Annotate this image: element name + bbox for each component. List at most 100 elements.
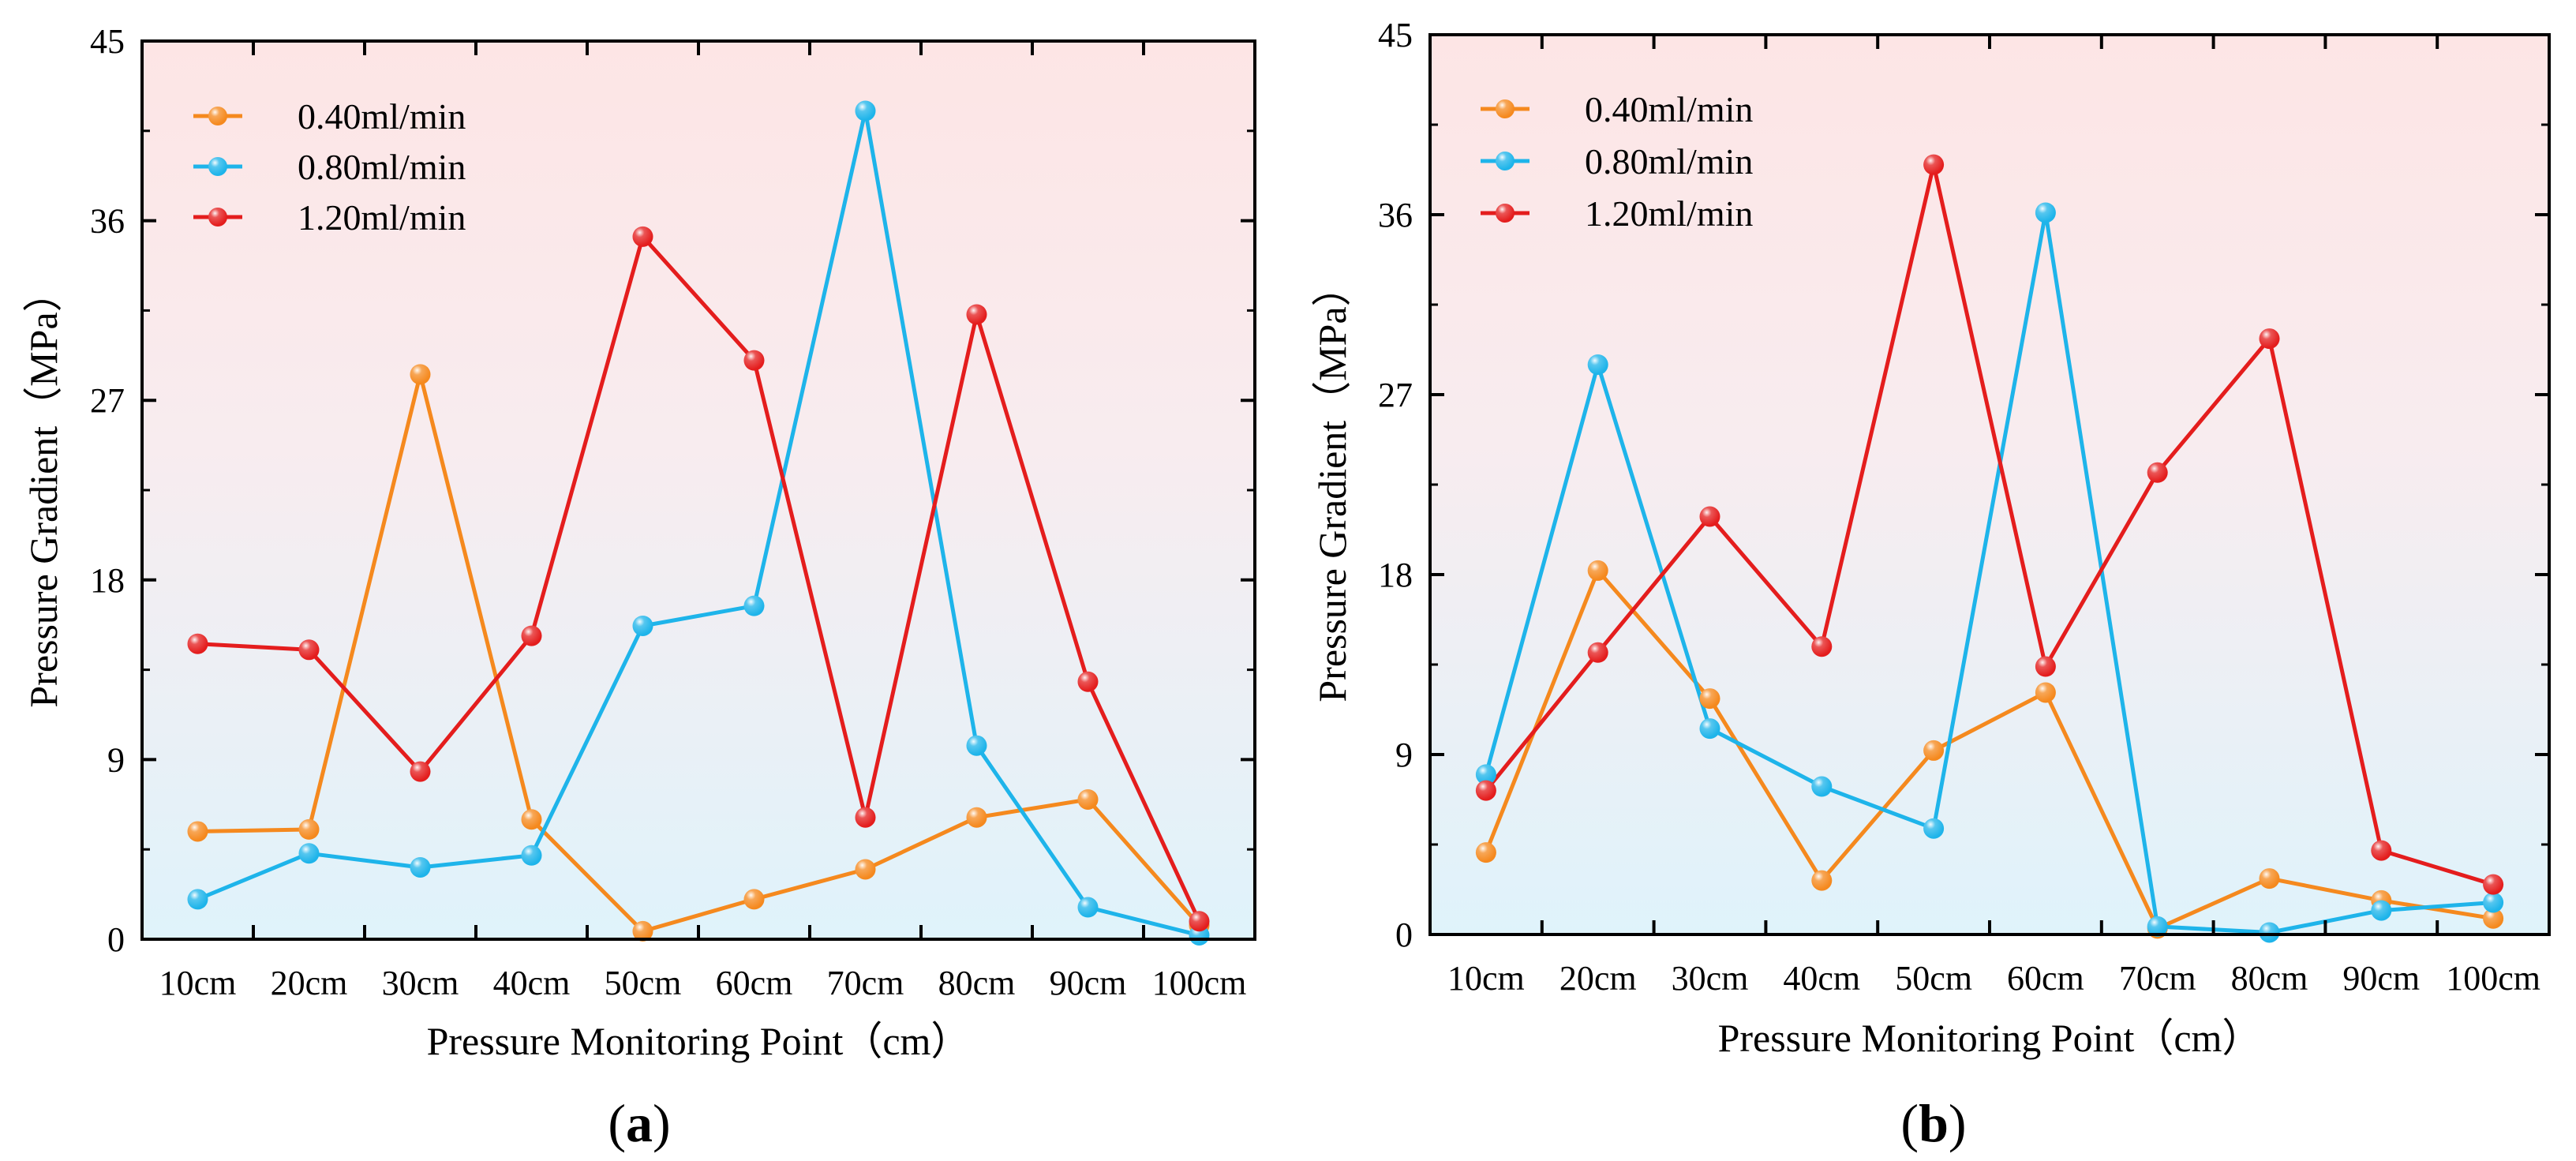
data-point [2483,874,2504,895]
series-line-3 [197,234,1201,923]
legend-label: 0.80ml/min [298,147,466,187]
series-line-2 [197,109,1200,938]
data-point-sheen [2483,892,2504,913]
x-tick-label: 80cm [2231,959,2308,998]
data-point [187,889,208,910]
data-point [1475,780,1496,801]
data-point [1475,842,1496,863]
data-point [2371,900,2392,921]
data-point [1699,688,1720,710]
data-point-sheen [855,807,876,828]
y-tick-label: 0 [107,920,125,959]
data-point-sheen [1699,506,1720,527]
legend-marker-sheen [208,208,227,227]
x-axis-title: Pressure Monitoring Point（cm） [427,1019,971,1063]
x-tick-labels: 10cm 20cm 30cm 40cm 50cm 60cm 70cm 80cm … [1447,959,2540,998]
data-point [632,226,653,247]
legend-entry: 0.80ml/min [1481,141,1753,182]
data-point [298,843,320,864]
data-point-sheen [2035,682,2056,703]
data-point-sheen [855,859,876,880]
x-tick-labels: 10cm 20cm 30cm 40cm 50cm 60cm 70cm 80cm … [159,964,1247,1002]
data-point-sheen [1475,842,1496,863]
data-point [1077,897,1099,918]
data-point-sheen [298,818,320,840]
legend-entry: 1.20ml/min [1481,193,1753,234]
x-tick-label: 70cm [827,964,904,1002]
data-point-sheen [2483,908,2504,929]
data-point-sheen [1811,870,1833,891]
y-tick-label: 27 [1378,376,1413,414]
data-point-sheen [2483,874,2504,895]
data-point [410,761,431,782]
x-tick-label: 30cm [382,964,459,1002]
data-point [298,818,320,840]
data-point [521,845,542,866]
x-tick-label: 50cm [1895,959,1972,998]
y-tick-label: 9 [1395,736,1413,774]
x-tick-label: 40cm [1783,959,1860,998]
data-point [410,364,431,385]
y-tick-labels: 0 9 18 27 36 45 [1378,16,1413,954]
data-point-sheen [1077,897,1099,918]
data-point [2035,656,2056,677]
x-tick-label: 60cm [716,964,793,1002]
data-point-sheen [966,304,987,325]
series-line-1 [197,372,1201,934]
data-point [966,735,987,756]
data-point-sheen [1923,818,1945,839]
x-axis-title: Pressure Monitoring Point（cm） [1718,1016,2262,1060]
data-point [743,350,765,371]
data-point [1811,636,1833,657]
data-point-sheen [743,889,765,910]
data-point-sheen [521,625,542,646]
data-point [2483,892,2504,913]
legend-label: 0.40ml/min [1585,89,1753,129]
data-point [2483,908,2504,929]
data-point [2371,840,2392,861]
chart-panel-b: 0 9 18 27 36 45 10cm 20cm 30cm 40cm 50cm… [1310,16,2551,1153]
data-point-sheen [1077,671,1099,692]
data-point [2259,868,2280,889]
legend-entry: 0.40ml/min [1481,89,1753,129]
data-point-sheen [2371,900,2392,921]
data-point-sheen [2147,916,2168,937]
chart-panel-a: 0 9 18 27 36 45 10cm 20cm 30cm 40cm 50cm… [21,22,1256,1153]
data-point [521,809,542,830]
data-point-sheen [410,364,431,385]
data-point [743,595,765,616]
x-tick-label: 30cm [1672,959,1749,998]
data-point [2147,462,2168,483]
x-tick-label: 10cm [1447,959,1525,998]
x-tick-label: 20cm [271,964,348,1002]
data-point-sheen [1923,740,1945,761]
panel-label: (a) [608,1093,670,1153]
data-point-sheen [743,595,765,616]
data-point-sheen [187,821,208,842]
data-point [1587,642,1608,663]
data-point-sheen [2259,922,2280,943]
plot-background [1430,35,2549,934]
data-point [855,859,876,880]
data-point [2035,202,2056,223]
y-axis-title: Pressure Gradient（MPa） [21,272,66,707]
y-axis-title: Pressure Gradient（MPa） [1310,267,1354,702]
data-point-sheen [1189,911,1210,932]
data-point [632,920,653,942]
data-point [855,100,876,122]
y-tick-label: 45 [90,22,125,61]
x-tick-label: 100cm [1152,964,1247,1002]
legend: 0.40ml/min 0.80ml/min 1.20ml/min [193,96,466,238]
y-tick-label: 36 [90,202,125,241]
panel-letter: a [626,1093,653,1153]
data-point-sheen [2371,840,2392,861]
data-point [2147,916,2168,937]
series-layer [187,100,1210,946]
data-point [2035,682,2056,703]
data-point [1699,506,1720,527]
data-point-sheen [410,761,431,782]
data-point [1923,154,1945,175]
data-point [1923,740,1945,761]
axes-layer [1428,33,2551,936]
